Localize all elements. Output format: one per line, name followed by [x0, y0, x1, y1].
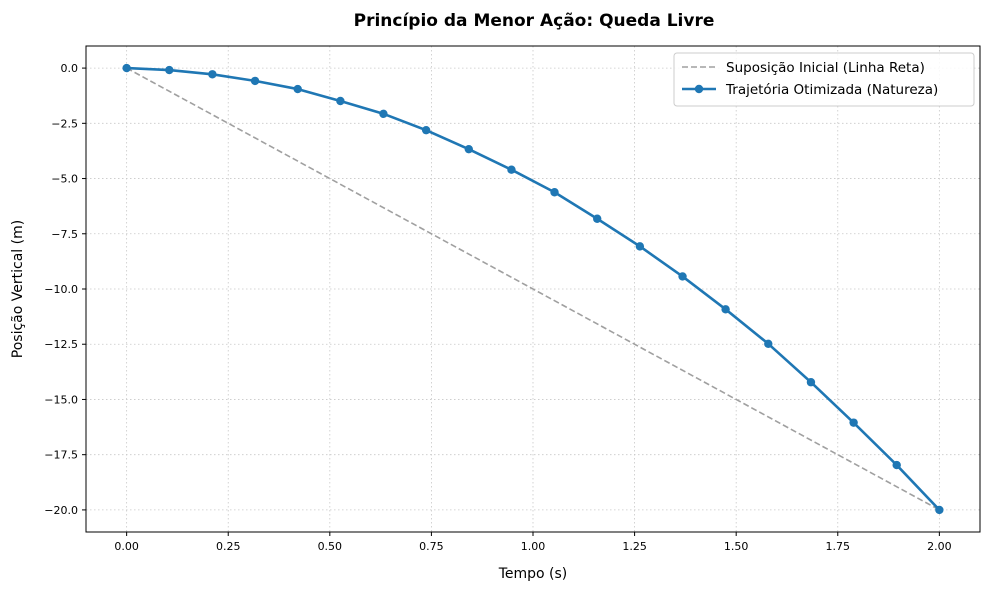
data-point: [892, 460, 901, 470]
x-tick-label: 0.75: [419, 540, 444, 553]
legend-box: [673, 52, 975, 107]
chart-title: Princípio da Menor Ação: Queda Livre: [354, 11, 715, 31]
x-tick-label: 1.25: [622, 540, 647, 553]
x-tick-label: 0.50: [318, 540, 343, 553]
y-tick-label: −12.5: [44, 338, 78, 351]
x-tick-label: 2.00: [927, 540, 952, 553]
x-tick-label: 0.00: [114, 540, 139, 553]
data-point: [122, 63, 131, 73]
data-point: [507, 165, 516, 174]
y-tick-label: −15.0: [44, 393, 78, 406]
x-axis-title: Tempo (s): [498, 566, 568, 582]
y-tick-label: 0.0: [61, 62, 79, 75]
legend-label: Trajetória Otimizada (Natureza): [725, 82, 938, 98]
series-line-straight-guess: [126, 67, 940, 511]
axis-ticks: 0.00 0.25 0.50 0.75 1.00 1.25 1.50 1.75 2.00 0.0 −…: [44, 62, 951, 553]
x-tick-label: 1.00: [521, 540, 546, 553]
data-point: [421, 125, 431, 135]
x-tick-label: 0.25: [216, 540, 241, 553]
data-point: [593, 214, 602, 223]
y-tick-label: −20.0: [44, 504, 78, 517]
data-point: [764, 339, 773, 348]
data-point: [464, 144, 473, 154]
y-tick-label: −5.0: [51, 173, 78, 186]
x-tick-label: 1.75: [826, 540, 851, 553]
legend-label: Suposição Inicial (Linha Reta): [726, 60, 925, 76]
y-tick-label: −7.5: [51, 228, 78, 241]
data-point: [721, 305, 730, 314]
data-point: [806, 378, 816, 387]
x-tick-label: 1.50: [724, 540, 749, 553]
plot-area: [122, 63, 944, 515]
data-point: [635, 242, 645, 251]
y-tick-label: −17.5: [44, 449, 78, 462]
data-point: [336, 96, 345, 106]
data-point: [293, 84, 302, 94]
data-point: [678, 272, 687, 281]
series-line-optimized: [126, 66, 941, 511]
data-point: [208, 70, 217, 79]
y-axis-title: Posição Vertical (m): [10, 220, 26, 358]
legend: Suposição Inicial (Linha Reta) Trajetória…: [673, 52, 975, 107]
data-point: [935, 505, 944, 515]
data-point: [379, 109, 388, 119]
legend-swatch-marker: [694, 84, 704, 94]
y-tick-label: −2.5: [51, 117, 78, 130]
y-tick-label: −10.0: [44, 283, 78, 296]
data-point: [849, 418, 858, 427]
data-point: [165, 65, 174, 75]
data-point: [550, 188, 559, 197]
data-point: [250, 76, 260, 86]
